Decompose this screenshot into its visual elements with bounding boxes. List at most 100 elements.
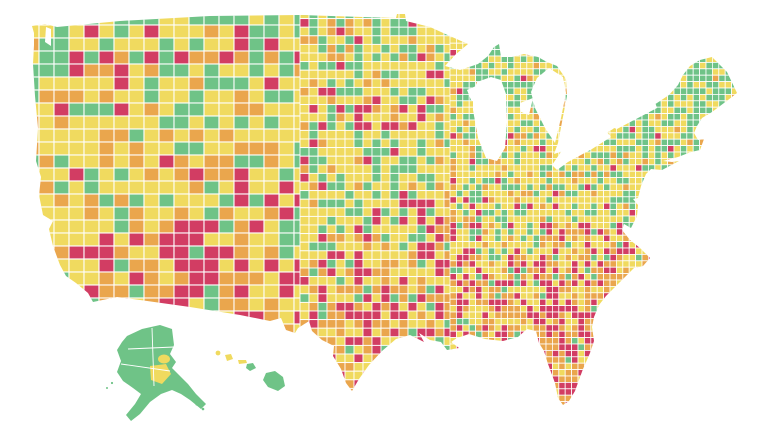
county-cell[interactable]	[673, 189, 681, 198]
county-cell[interactable]	[692, 68, 701, 76]
county-cell[interactable]	[577, 343, 585, 351]
county-cell[interactable]	[603, 273, 611, 281]
county-cell[interactable]	[487, 177, 496, 185]
county-cell[interactable]	[712, 305, 720, 313]
county-cell[interactable]	[203, 89, 220, 104]
county-cell[interactable]	[590, 234, 598, 242]
county-cell[interactable]	[751, 50, 757, 56]
county-cell[interactable]	[757, 216, 763, 222]
county-cell[interactable]	[584, 55, 592, 63]
county-cell[interactable]	[724, 394, 733, 403]
county-cell[interactable]	[398, 250, 409, 260]
county-cell[interactable]	[507, 266, 515, 275]
county-cell[interactable]	[680, 221, 688, 230]
county-cell[interactable]	[744, 402, 750, 408]
county-cell[interactable]	[731, 337, 738, 345]
county-cell[interactable]	[326, 319, 337, 329]
county-cell[interactable]	[449, 202, 457, 210]
county-cell[interactable]	[507, 241, 515, 249]
county-cell[interactable]	[539, 369, 547, 377]
county-cell[interactable]	[494, 209, 502, 217]
county-cell[interactable]	[622, 273, 630, 281]
county-cell[interactable]	[416, 353, 427, 364]
county-cell[interactable]	[507, 119, 515, 127]
county-cell[interactable]	[603, 55, 611, 63]
county-cell[interactable]	[481, 311, 489, 319]
county-cell[interactable]	[564, 189, 573, 198]
county-cell[interactable]	[667, 132, 675, 140]
county-cell[interactable]	[692, 221, 701, 230]
county-cell[interactable]	[731, 189, 738, 198]
county-cell[interactable]	[603, 81, 611, 89]
county-cell[interactable]	[584, 324, 592, 332]
county-cell[interactable]	[571, 189, 579, 198]
county-cell[interactable]	[278, 245, 295, 260]
county-cell[interactable]	[507, 369, 515, 377]
county-cell[interactable]	[398, 61, 409, 71]
county-cell[interactable]	[622, 215, 630, 223]
county-cell[interactable]	[744, 382, 750, 388]
county-cell[interactable]	[539, 330, 547, 339]
county-cell[interactable]	[757, 299, 763, 305]
county-cell[interactable]	[628, 311, 637, 319]
county-cell[interactable]	[564, 132, 573, 140]
county-cell[interactable]	[335, 327, 346, 338]
county-cell[interactable]	[751, 395, 757, 401]
county-cell[interactable]	[635, 81, 643, 89]
county-cell[interactable]	[308, 121, 319, 131]
county-cell[interactable]	[667, 381, 675, 390]
county-cell[interactable]	[564, 49, 573, 57]
county-cell[interactable]	[641, 202, 649, 210]
county-cell[interactable]	[724, 324, 733, 332]
county-cell[interactable]	[571, 202, 579, 210]
county-cell[interactable]	[673, 68, 681, 76]
county-cell[interactable]	[635, 324, 643, 332]
county-cell[interactable]	[757, 389, 763, 395]
county-cell[interactable]	[673, 221, 681, 230]
county-cell[interactable]	[738, 75, 744, 81]
county-cell[interactable]	[654, 305, 662, 313]
county-cell[interactable]	[590, 279, 598, 287]
county-cell[interactable]	[673, 23, 681, 31]
county-cell[interactable]	[603, 317, 611, 326]
county-cell[interactable]	[128, 245, 145, 260]
county-cell[interactable]	[278, 63, 295, 78]
county-cell[interactable]	[380, 387, 391, 398]
county-cell[interactable]	[724, 273, 733, 281]
county-cell[interactable]	[335, 267, 346, 278]
county-cell[interactable]	[248, 76, 265, 91]
county-cell[interactable]	[98, 141, 115, 156]
county-cell[interactable]	[705, 81, 713, 89]
county-cell[interactable]	[616, 132, 624, 140]
county-cell[interactable]	[744, 139, 750, 145]
county-cell[interactable]	[532, 183, 541, 191]
county-cell[interactable]	[53, 167, 70, 182]
county-cell[interactable]	[500, 36, 509, 44]
county-cell[interactable]	[596, 55, 605, 63]
county-cell[interactable]	[532, 189, 541, 198]
county-cell[interactable]	[660, 68, 669, 76]
county-cell[interactable]	[641, 138, 649, 146]
county-cell[interactable]	[468, 381, 477, 390]
county-cell[interactable]	[513, 234, 521, 242]
county-cell[interactable]	[475, 388, 483, 396]
county-cell[interactable]	[738, 274, 744, 280]
county-cell[interactable]	[526, 362, 534, 371]
county-cell[interactable]	[449, 113, 457, 121]
county-cell[interactable]	[344, 301, 355, 312]
county-cell[interactable]	[526, 266, 534, 275]
county-cell[interactable]	[712, 343, 720, 351]
county-cell[interactable]	[558, 247, 566, 255]
county-cell[interactable]	[317, 18, 328, 28]
county-cell[interactable]	[389, 78, 400, 88]
county-cell[interactable]	[603, 260, 611, 268]
county-cell[interactable]	[449, 241, 457, 249]
county-cell[interactable]	[724, 202, 733, 210]
county-cell[interactable]	[53, 50, 70, 65]
county-cell[interactable]	[526, 126, 534, 134]
county-cell[interactable]	[449, 62, 457, 70]
county-cell[interactable]	[326, 362, 337, 372]
county-cell[interactable]	[371, 293, 382, 303]
county-cell[interactable]	[628, 381, 637, 390]
county-cell[interactable]	[380, 370, 391, 381]
